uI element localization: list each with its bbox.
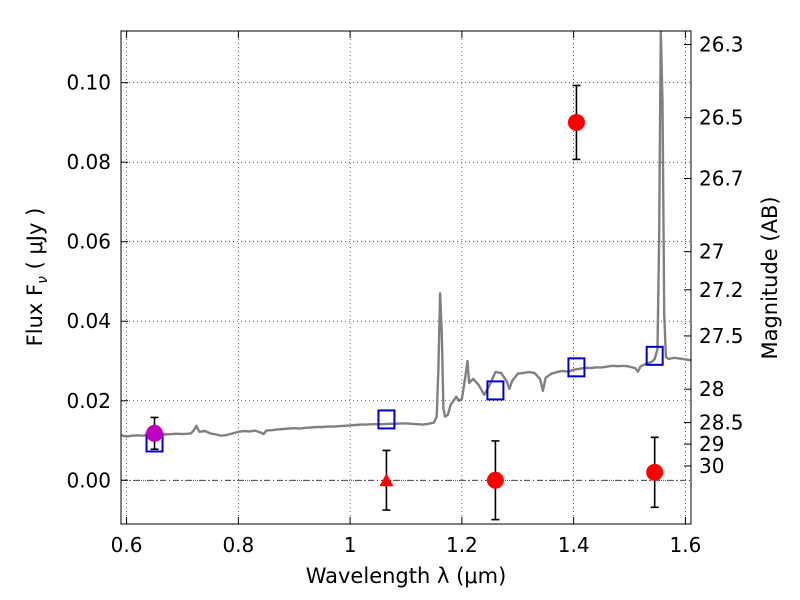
magnitude-tick-label: 27.2: [699, 278, 744, 302]
x-tick-label: 0.6: [111, 533, 143, 557]
magnitude-tick-label: 26.7: [699, 167, 744, 191]
magnitude-tick-label: 28: [699, 377, 724, 401]
flux-measurement-point: [567, 113, 585, 131]
x-tick-label: 1.2: [446, 533, 478, 557]
x-tick-label: 1.4: [558, 533, 590, 557]
magnitude-tick-label: 26.5: [699, 106, 744, 130]
y-axis-right-label-group: Magnitude (AB): [758, 196, 782, 359]
y-tick-label: 0.06: [66, 230, 111, 254]
y-tick-label: 0.04: [66, 309, 111, 333]
x-axis: 0.6 0.8 1 1.2 1.4 1.6: [111, 31, 702, 557]
y-tick-label: 0.10: [66, 71, 111, 95]
model-photometry-square: [567, 357, 586, 378]
model-photometry-square: [486, 380, 505, 401]
magnitude-tick-label: 26.3: [699, 33, 744, 57]
flux-measurement-point: [146, 424, 164, 442]
magnitude-tick-label: 30: [699, 454, 724, 478]
x-tick-label: 1: [344, 533, 357, 557]
flux-limit-triangle: [379, 473, 394, 487]
y-axis-left-label: Flux F: [23, 284, 47, 346]
y-tick-label: 0.00: [66, 468, 111, 492]
model-photometry-square: [377, 409, 396, 430]
y-axis-right-label: Magnitude (AB): [758, 196, 782, 359]
y-axis-left-label-unit: ( μJy ): [23, 208, 47, 276]
y-tick-label: 0.02: [66, 389, 111, 413]
x-tick-label: 1.6: [670, 533, 702, 557]
flux-measurement-point: [486, 471, 504, 489]
plot-area: [121, 31, 691, 521]
magnitude-tick-label: 28.5: [699, 411, 744, 435]
plot-frame: [120, 30, 692, 525]
x-axis-label: Wavelength λ (μm): [306, 564, 507, 588]
magnitude-tick-label: 29: [699, 432, 724, 456]
x-tick-label: 0.8: [222, 533, 254, 557]
y-axis-left-label-subscript: ν: [35, 276, 51, 284]
y-axis-left-label-group: Flux Fν ( μJy ): [23, 208, 51, 347]
magnitude-tick-label: 27: [699, 240, 724, 264]
grid-lines: [121, 31, 691, 524]
plot-background: [121, 31, 691, 524]
y-axis-left: 0.00 0.02 0.04 0.06 0.08 0.10: [66, 71, 128, 492]
svg-text:Flux Fν ( μJy ): Flux Fν ( μJy ): [23, 208, 51, 347]
model-photometry-square: [645, 345, 664, 366]
magnitude-tick-label: 27.5: [699, 324, 744, 348]
flux-measurement-point: [646, 463, 664, 481]
y-tick-label: 0.08: [66, 150, 111, 174]
model-spectrum-line: [121, 31, 691, 438]
